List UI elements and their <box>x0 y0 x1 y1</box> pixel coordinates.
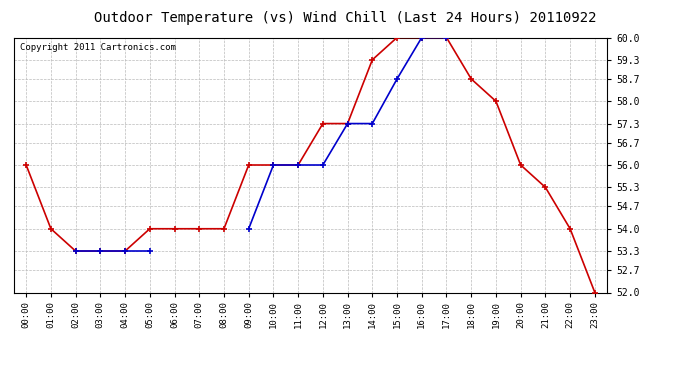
Text: Outdoor Temperature (vs) Wind Chill (Last 24 Hours) 20110922: Outdoor Temperature (vs) Wind Chill (Las… <box>94 11 596 25</box>
Text: Copyright 2011 Cartronics.com: Copyright 2011 Cartronics.com <box>20 43 176 52</box>
